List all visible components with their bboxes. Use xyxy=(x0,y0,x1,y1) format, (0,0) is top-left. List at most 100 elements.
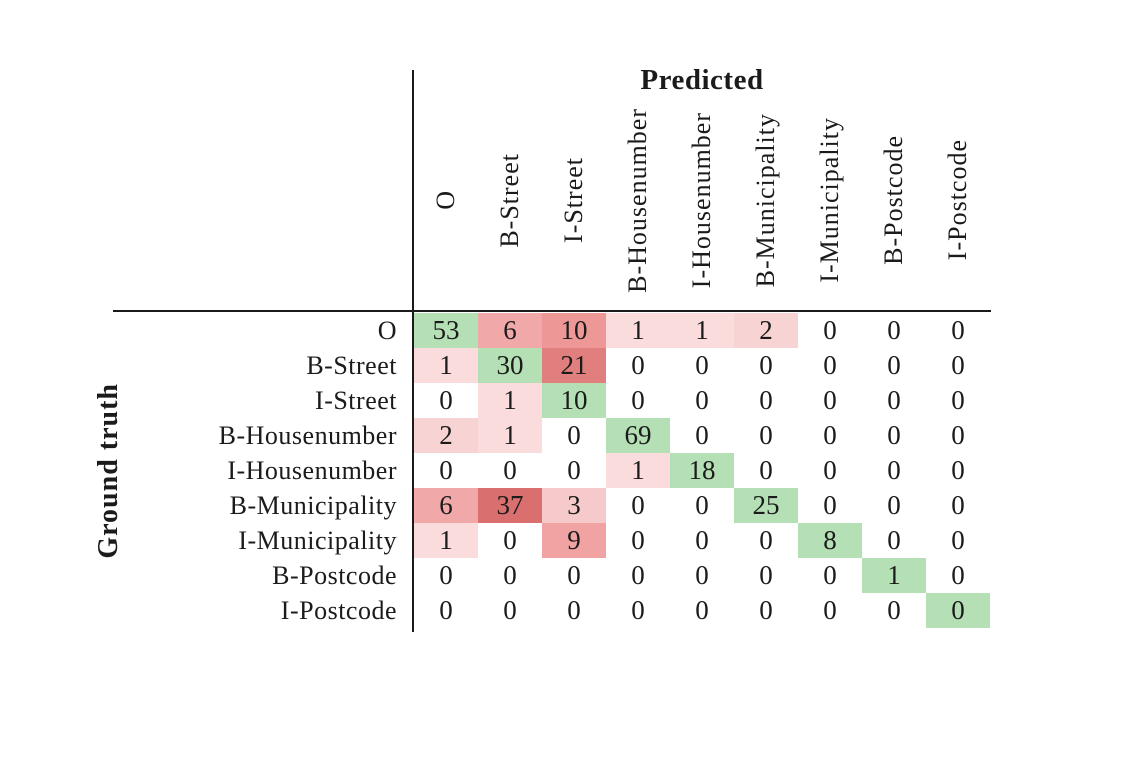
matrix-cell: 0 xyxy=(670,593,734,628)
matrix-cell: 0 xyxy=(606,488,670,523)
matrix-cell: 8 xyxy=(798,523,862,558)
matrix-cell: 0 xyxy=(670,523,734,558)
matrix-cell: 0 xyxy=(478,558,542,593)
matrix-cell: 53 xyxy=(414,313,478,348)
col-header-label: I-Postcode xyxy=(943,139,972,261)
col-header-label: B-Municipality xyxy=(751,112,780,288)
matrix-cell: 0 xyxy=(734,558,798,593)
matrix-cell: 37 xyxy=(478,488,542,523)
ground-truth-row-labels: O B-Street I-Street B-Housenumber I-Housenum… xyxy=(120,313,406,628)
matrix-cell: 6 xyxy=(478,313,542,348)
col-header-b-housenumber: B-Housenumber xyxy=(606,92,670,308)
matrix-cell: 1 xyxy=(606,453,670,488)
matrix-cell: 21 xyxy=(542,348,606,383)
matrix-cell: 0 xyxy=(670,488,734,523)
col-header-i-postcode: I-Postcode xyxy=(926,92,990,308)
matrix-cell: 1 xyxy=(414,348,478,383)
matrix-cell: 0 xyxy=(926,523,990,558)
matrix-cell: 18 xyxy=(670,453,734,488)
col-header-i-housenumber: I-Housenumber xyxy=(670,92,734,308)
col-header-o: O xyxy=(414,92,478,308)
matrix-cell: 0 xyxy=(734,383,798,418)
matrix-cell: 0 xyxy=(478,593,542,628)
matrix-cell: 0 xyxy=(862,453,926,488)
row-label-b-housenumber: B-Housenumber xyxy=(218,421,397,450)
matrix-cell: 0 xyxy=(606,383,670,418)
col-header-label: B-Street xyxy=(495,152,524,248)
matrix-cell: 0 xyxy=(798,593,862,628)
matrix-cell: 0 xyxy=(542,418,606,453)
matrix-cell: 0 xyxy=(862,488,926,523)
matrix-cell: 0 xyxy=(606,523,670,558)
matrix-cell: 0 xyxy=(478,523,542,558)
matrix-cell: 1 xyxy=(606,313,670,348)
col-header-i-street: I-Street xyxy=(542,92,606,308)
matrix-cell: 0 xyxy=(926,383,990,418)
matrix-cell: 0 xyxy=(734,348,798,383)
matrix-cell: 0 xyxy=(926,418,990,453)
matrix-cell: 1 xyxy=(478,418,542,453)
matrix-cell: 69 xyxy=(606,418,670,453)
col-header-i-municipality: I-Municipality xyxy=(798,92,862,308)
col-header-label: B-Housenumber xyxy=(623,107,652,293)
matrix-cell: 0 xyxy=(542,453,606,488)
matrix-cell: 0 xyxy=(414,593,478,628)
matrix-cell: 0 xyxy=(414,383,478,418)
matrix-cell: 0 xyxy=(862,383,926,418)
matrix-cell: 0 xyxy=(670,348,734,383)
matrix-cell: 0 xyxy=(670,558,734,593)
matrix-cell: 0 xyxy=(926,593,990,628)
predicted-column-headers: O B-Street I-Street B-Housenumber I-Housenum… xyxy=(414,92,990,308)
matrix-cell: 0 xyxy=(862,348,926,383)
col-header-b-street: B-Street xyxy=(478,92,542,308)
confusion-matrix-grid: 53 6 10 1 1 2 0 0 0 1 30 21 0 0 0 0 0 0 0 1 10 0 0 0 0 0 0 2 1 0 69 0 0 0… xyxy=(414,313,990,628)
matrix-cell: 1 xyxy=(478,383,542,418)
matrix-cell: 0 xyxy=(798,383,862,418)
matrix-cell: 9 xyxy=(542,523,606,558)
row-label-b-street: B-Street xyxy=(306,351,397,380)
matrix-cell: 0 xyxy=(798,313,862,348)
col-header-b-postcode: B-Postcode xyxy=(862,92,926,308)
row-label-i-street: I-Street xyxy=(315,386,397,415)
matrix-cell: 0 xyxy=(926,313,990,348)
matrix-cell: 0 xyxy=(606,558,670,593)
row-label-o: O xyxy=(377,316,397,345)
matrix-cell: 1 xyxy=(414,523,478,558)
matrix-cell: 1 xyxy=(862,558,926,593)
matrix-cell: 2 xyxy=(414,418,478,453)
matrix-cell: 10 xyxy=(542,383,606,418)
row-label-i-postcode: I-Postcode xyxy=(280,596,397,625)
matrix-cell: 0 xyxy=(798,453,862,488)
matrix-cell: 25 xyxy=(734,488,798,523)
row-label-b-postcode: B-Postcode xyxy=(272,561,397,590)
matrix-cell: 10 xyxy=(542,313,606,348)
predicted-axis-title: Predicted xyxy=(640,64,764,96)
matrix-cell: 0 xyxy=(798,418,862,453)
matrix-cell: 2 xyxy=(734,313,798,348)
matrix-cell: 0 xyxy=(414,558,478,593)
matrix-cell: 0 xyxy=(734,593,798,628)
matrix-cell: 0 xyxy=(734,523,798,558)
matrix-cell: 0 xyxy=(926,453,990,488)
matrix-cell: 0 xyxy=(926,348,990,383)
col-header-label: I-Municipality xyxy=(815,117,844,283)
row-label-i-municipality: I-Municipality xyxy=(238,526,397,555)
matrix-cell: 0 xyxy=(862,593,926,628)
row-label-i-housenumber: I-Housenumber xyxy=(227,456,397,485)
col-header-label: I-Housenumber xyxy=(687,111,716,289)
col-header-label: O xyxy=(431,190,460,210)
col-header-label: I-Street xyxy=(559,157,588,243)
matrix-cell: 0 xyxy=(862,523,926,558)
matrix-cell: 6 xyxy=(414,488,478,523)
matrix-cell: 0 xyxy=(926,488,990,523)
matrix-cell: 0 xyxy=(798,558,862,593)
matrix-cell: 0 xyxy=(798,348,862,383)
matrix-cell: 0 xyxy=(862,418,926,453)
matrix-cell: 0 xyxy=(670,418,734,453)
matrix-cell: 1 xyxy=(670,313,734,348)
matrix-cell: 0 xyxy=(734,418,798,453)
col-header-label: B-Postcode xyxy=(879,135,908,265)
matrix-cell: 3 xyxy=(542,488,606,523)
matrix-cell: 0 xyxy=(926,558,990,593)
